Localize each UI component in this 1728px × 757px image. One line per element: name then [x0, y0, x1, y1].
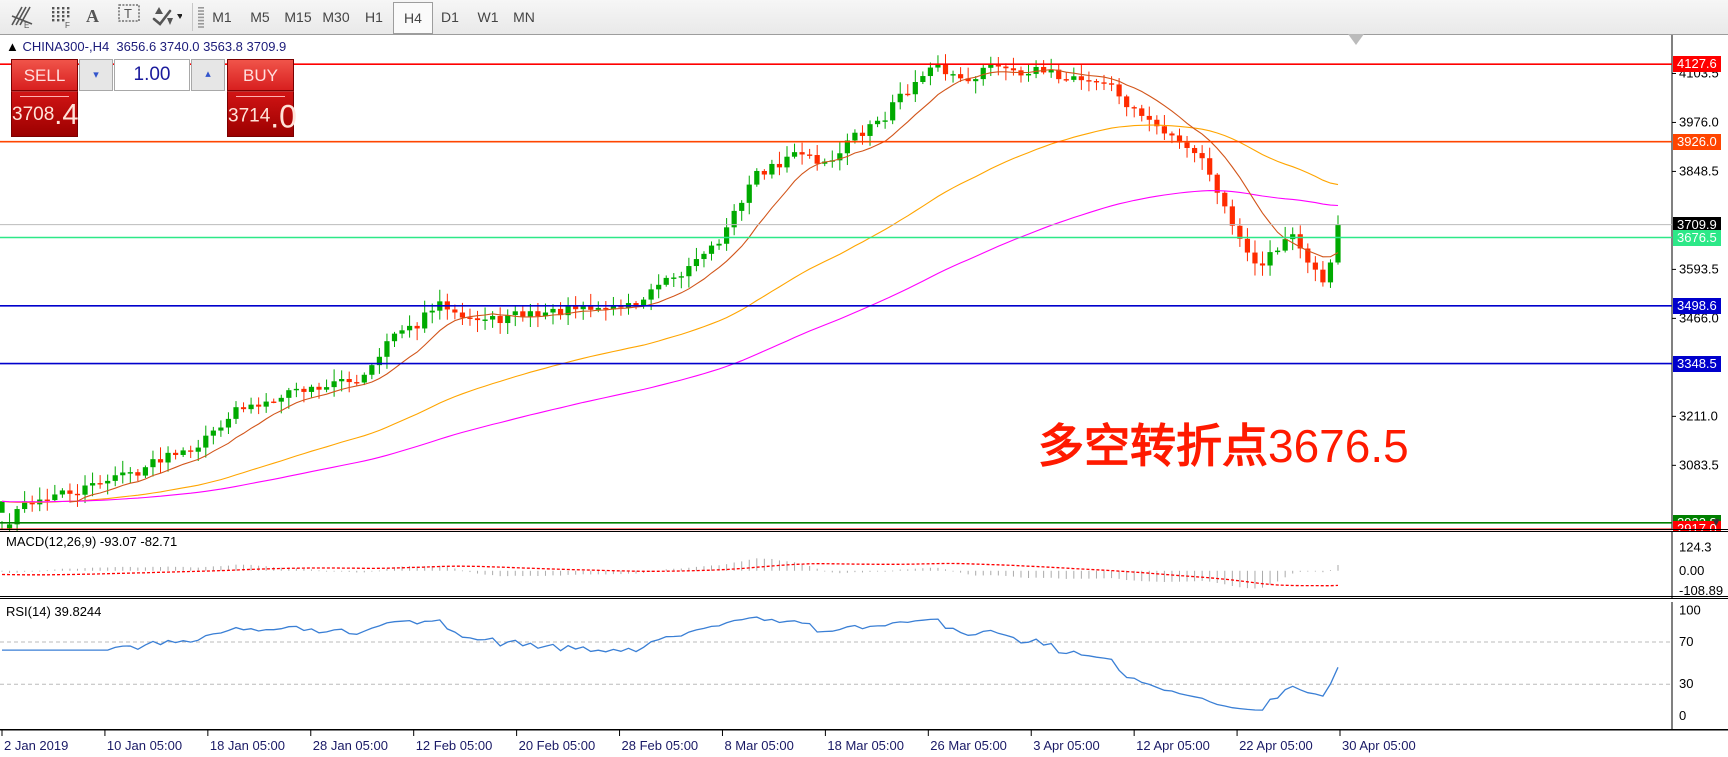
svg-text:30 Apr 05:00: 30 Apr 05:00: [1342, 738, 1416, 753]
svg-text:20 Feb 05:00: 20 Feb 05:00: [519, 738, 596, 753]
svg-text:3211.0: 3211.0: [1679, 408, 1718, 423]
svg-text:124.3: 124.3: [1679, 540, 1712, 555]
svg-text:2 Jan 2019: 2 Jan 2019: [4, 738, 68, 753]
svg-text:100: 100: [1679, 602, 1701, 617]
svg-text:E: E: [24, 21, 29, 29]
svg-text:-108.89: -108.89: [1679, 583, 1723, 598]
svg-text:8 Mar 05:00: 8 Mar 05:00: [724, 738, 793, 753]
svg-text:28 Feb 05:00: 28 Feb 05:00: [622, 738, 699, 753]
svg-text:12 Apr 05:00: 12 Apr 05:00: [1136, 738, 1210, 753]
svg-text:12 Feb 05:00: 12 Feb 05:00: [416, 738, 493, 753]
svg-text:F: F: [65, 21, 70, 29]
svg-text:0.00: 0.00: [1679, 563, 1704, 578]
svg-text:70: 70: [1679, 634, 1693, 649]
svg-text:3976.0: 3976.0: [1679, 114, 1719, 129]
svg-text:3 Apr 05:00: 3 Apr 05:00: [1033, 738, 1100, 753]
svg-text:30: 30: [1679, 676, 1693, 691]
svg-text:3083.5: 3083.5: [1679, 457, 1719, 472]
svg-text:18 Jan 05:00: 18 Jan 05:00: [210, 738, 285, 753]
svg-text:26 Mar 05:00: 26 Mar 05:00: [930, 738, 1007, 753]
svg-text:3848.5: 3848.5: [1679, 163, 1719, 178]
svg-text:28 Jan 05:00: 28 Jan 05:00: [313, 738, 388, 753]
svg-text:10 Jan 05:00: 10 Jan 05:00: [107, 738, 182, 753]
svg-text:22 Apr 05:00: 22 Apr 05:00: [1239, 738, 1313, 753]
svg-text:T: T: [124, 6, 132, 21]
svg-text:18 Mar 05:00: 18 Mar 05:00: [827, 738, 904, 753]
svg-text:0: 0: [1679, 708, 1686, 723]
svg-text:3593.5: 3593.5: [1679, 261, 1719, 276]
